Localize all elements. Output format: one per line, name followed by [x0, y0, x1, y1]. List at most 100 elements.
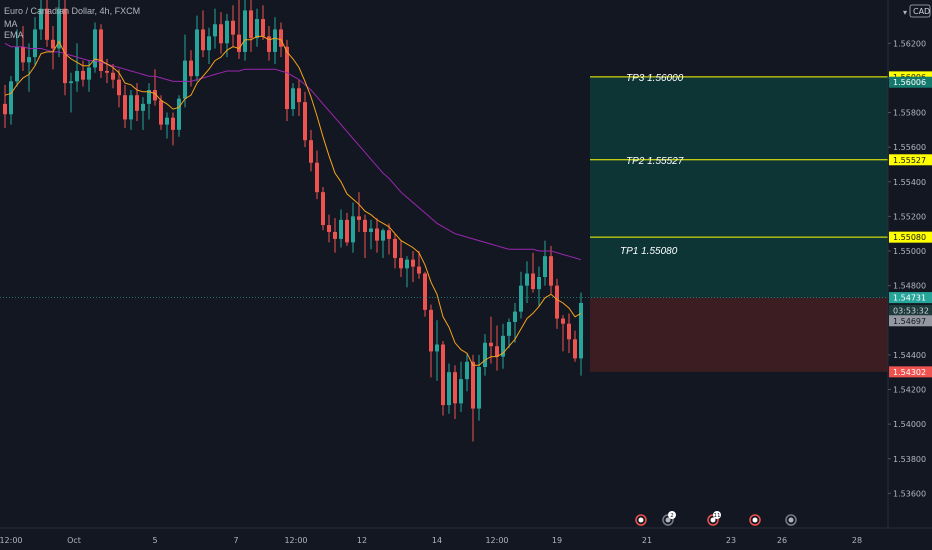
price-tag-bg [889, 292, 932, 304]
ma-line [4, 42, 582, 261]
time-tick-label: Oct [67, 536, 81, 545]
event-marker[interactable] [635, 514, 647, 526]
candle-body [81, 70, 85, 80]
candle-body [465, 361, 469, 380]
candle-body [543, 256, 547, 277]
price-tick-label: 1.53600 [893, 489, 926, 498]
candle-body [435, 344, 439, 352]
tp-annotation-2[interactable]: TP2 1.55527 [626, 156, 684, 167]
candle-body [309, 140, 313, 163]
time-tick-label: 7 [233, 536, 238, 545]
candle-body [321, 192, 325, 226]
candle-body [411, 259, 415, 267]
candle-body [255, 19, 259, 39]
price-tag-label: 1.54302 [893, 368, 926, 377]
candle-body [21, 46, 25, 63]
candle-body [537, 276, 541, 290]
candle-body [3, 103, 7, 115]
candle-body [315, 162, 319, 193]
candle-body [9, 81, 13, 115]
tp-annotation-3[interactable]: TP3 1.56000 [626, 73, 684, 84]
price-tag: 1.54302 [889, 366, 932, 378]
candle-body [267, 36, 271, 52]
event-marker[interactable] [749, 514, 761, 526]
candle-body [93, 29, 97, 68]
candle-body [447, 372, 451, 406]
time-tick-label: 12:00 [284, 536, 307, 545]
time-tick-label: 23 [726, 536, 736, 545]
candle-body [567, 323, 571, 340]
candle-body [513, 311, 517, 322]
candle-body [531, 273, 535, 290]
candle-body [27, 57, 31, 63]
currency-label[interactable]: CAD [913, 7, 930, 16]
target-zone[interactable] [590, 76, 888, 298]
candle-body [243, 10, 247, 52]
price-tag: 1.54731 [889, 292, 932, 304]
currency-box[interactable] [909, 4, 931, 18]
candle-body [303, 102, 307, 141]
price-tick-label: 1.55200 [893, 212, 926, 221]
candle-body [333, 231, 337, 239]
event-badge-bg [713, 511, 721, 519]
time-tick-label: 26 [777, 536, 787, 545]
price-tag: 1.56006 [889, 76, 932, 88]
event-marker[interactable] [785, 514, 797, 526]
tp-annotation-1[interactable]: TP1 1.55080 [620, 246, 678, 257]
candle-body [45, 8, 49, 40]
ma-indicator-label[interactable]: MA [4, 19, 18, 29]
candle-body [75, 70, 79, 82]
price-tag-bg [889, 154, 932, 166]
price-tag: 1.55080 [889, 231, 932, 243]
event-marker[interactable]: 2 [662, 511, 676, 526]
candle-body [423, 273, 427, 310]
candle-body [225, 20, 229, 44]
candle-body [33, 29, 37, 58]
candle-body [387, 230, 391, 239]
candle-body [471, 361, 475, 409]
candle-body [393, 238, 397, 258]
symbol-title[interactable]: Euro / Canadian Dollar, 4h, FXCM [4, 6, 141, 16]
candle-body [483, 342, 487, 368]
price-tick-label: 1.54000 [893, 420, 926, 429]
price-tick-label: 1.54800 [893, 282, 926, 291]
candle-body [57, 8, 61, 49]
candle-body [63, 8, 67, 84]
candle-body [273, 29, 277, 52]
currency-selector[interactable]: ▾ CAD [903, 4, 931, 18]
candle-body [117, 79, 121, 96]
candle-body [123, 95, 127, 120]
time-tick-label: 14 [432, 536, 442, 545]
price-axis-panel[interactable] [888, 0, 932, 550]
event-flag-icon [752, 517, 758, 523]
candle-body [573, 339, 577, 359]
candle-body [201, 29, 205, 51]
time-tick-label: 28 [852, 536, 862, 545]
price-tick-label: 1.55600 [893, 143, 926, 152]
event-badge-count: 11 [714, 513, 721, 519]
currency-dropdown-icon[interactable]: ▾ [903, 8, 907, 17]
candle-body [177, 98, 181, 130]
stop-zone[interactable] [590, 297, 888, 372]
ema-indicator-label[interactable]: EMA [4, 30, 24, 40]
candle-body [405, 259, 409, 269]
price-tick-label: 1.53800 [893, 455, 926, 464]
price-tag-label: 1.54697 [893, 317, 926, 326]
candle-body [279, 29, 283, 47]
price-tag-bg [889, 304, 932, 316]
time-tick-label: 12:00 [0, 536, 23, 545]
event-flag-icon [665, 517, 671, 523]
time-tick-label: 5 [152, 536, 157, 545]
candle-body [453, 372, 457, 404]
candle-body [261, 19, 265, 37]
price-tag-label: 1.55527 [893, 156, 926, 165]
event-badge-bg [668, 511, 676, 519]
candle-body [525, 273, 529, 286]
price-tag: 1.55527 [889, 154, 932, 166]
price-tag-bg [889, 76, 932, 88]
event-marker[interactable]: 11 [707, 511, 721, 526]
candle-body [441, 344, 445, 406]
candle-body [555, 285, 559, 319]
time-tick-label: 12:00 [485, 536, 508, 545]
